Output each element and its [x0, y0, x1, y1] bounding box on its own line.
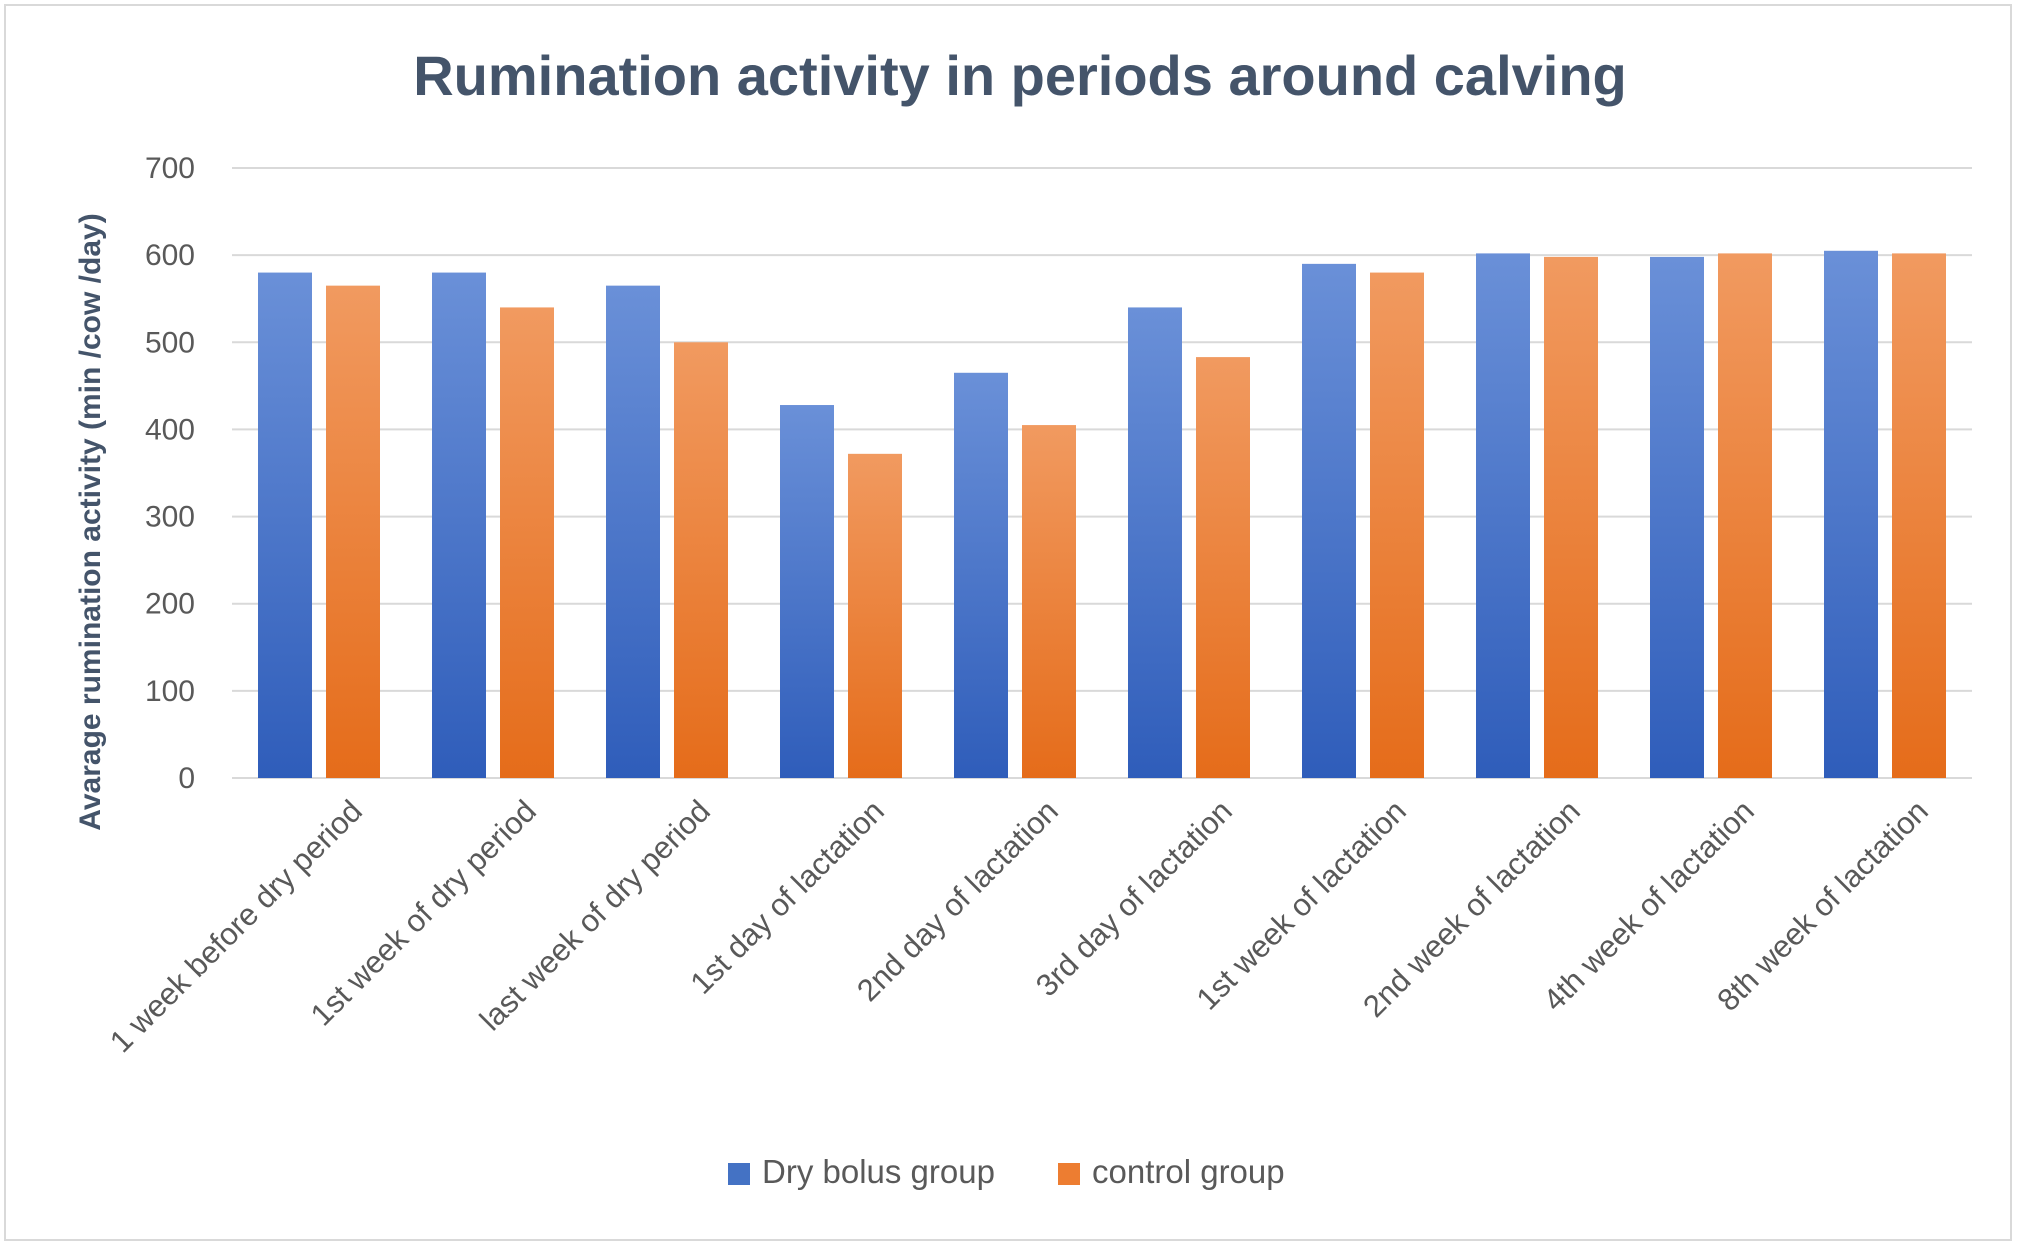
legend-label: Dry bolus group — [762, 1153, 995, 1190]
bar-dry-bolus-4 — [780, 405, 834, 778]
y-axis-label: Avarage rumination activity (min /cow /d… — [74, 213, 107, 830]
bar-control-1 — [326, 285, 380, 778]
y-tick-label: 200 — [145, 588, 195, 621]
bar-dry-bolus-10 — [1824, 250, 1878, 779]
bar-dry-bolus-1 — [258, 272, 312, 778]
y-tick-label: 300 — [145, 501, 195, 534]
y-tick-label: 600 — [145, 239, 195, 272]
bar-control-3 — [674, 342, 728, 778]
bar-control-9 — [1718, 253, 1772, 778]
y-tick-label: 100 — [145, 675, 195, 708]
bar-control-7 — [1370, 272, 1424, 778]
bar-control-6 — [1196, 357, 1250, 778]
chart-title: Rumination activity in periods around ca… — [413, 44, 1627, 107]
bar-dry-bolus-9 — [1650, 256, 1704, 778]
legend-label: control group — [1092, 1153, 1285, 1190]
bar-control-5 — [1022, 425, 1076, 778]
bar-dry-bolus-5 — [954, 372, 1008, 778]
legend: Dry bolus group control group — [728, 1153, 1285, 1190]
y-tick-label: 400 — [145, 413, 195, 446]
y-tick-label: 0 — [178, 762, 195, 795]
bars — [258, 250, 1946, 779]
bar-dry-bolus-7 — [1302, 263, 1356, 778]
bar-control-10 — [1892, 253, 1946, 778]
bar-dry-bolus-2 — [432, 272, 486, 778]
gridlines — [232, 167, 1972, 779]
bar-dry-bolus-3 — [606, 285, 660, 778]
y-tick-label: 500 — [145, 326, 195, 359]
x-tick-label: 1st day of lactation — [683, 793, 891, 1001]
legend-swatch — [728, 1163, 750, 1185]
y-axis-ticks: 0 100 200 300 400 500 600 700 — [145, 152, 195, 795]
x-tick-label: 3rd day of lactation — [1029, 793, 1239, 1003]
bar-dry-bolus-8 — [1476, 253, 1530, 778]
bar-control-8 — [1544, 256, 1598, 778]
bar-control-2 — [500, 307, 554, 778]
bar-control-4 — [848, 453, 902, 778]
legend-swatch — [1058, 1163, 1080, 1185]
bar-dry-bolus-6 — [1128, 307, 1182, 778]
y-tick-label: 700 — [145, 152, 195, 185]
